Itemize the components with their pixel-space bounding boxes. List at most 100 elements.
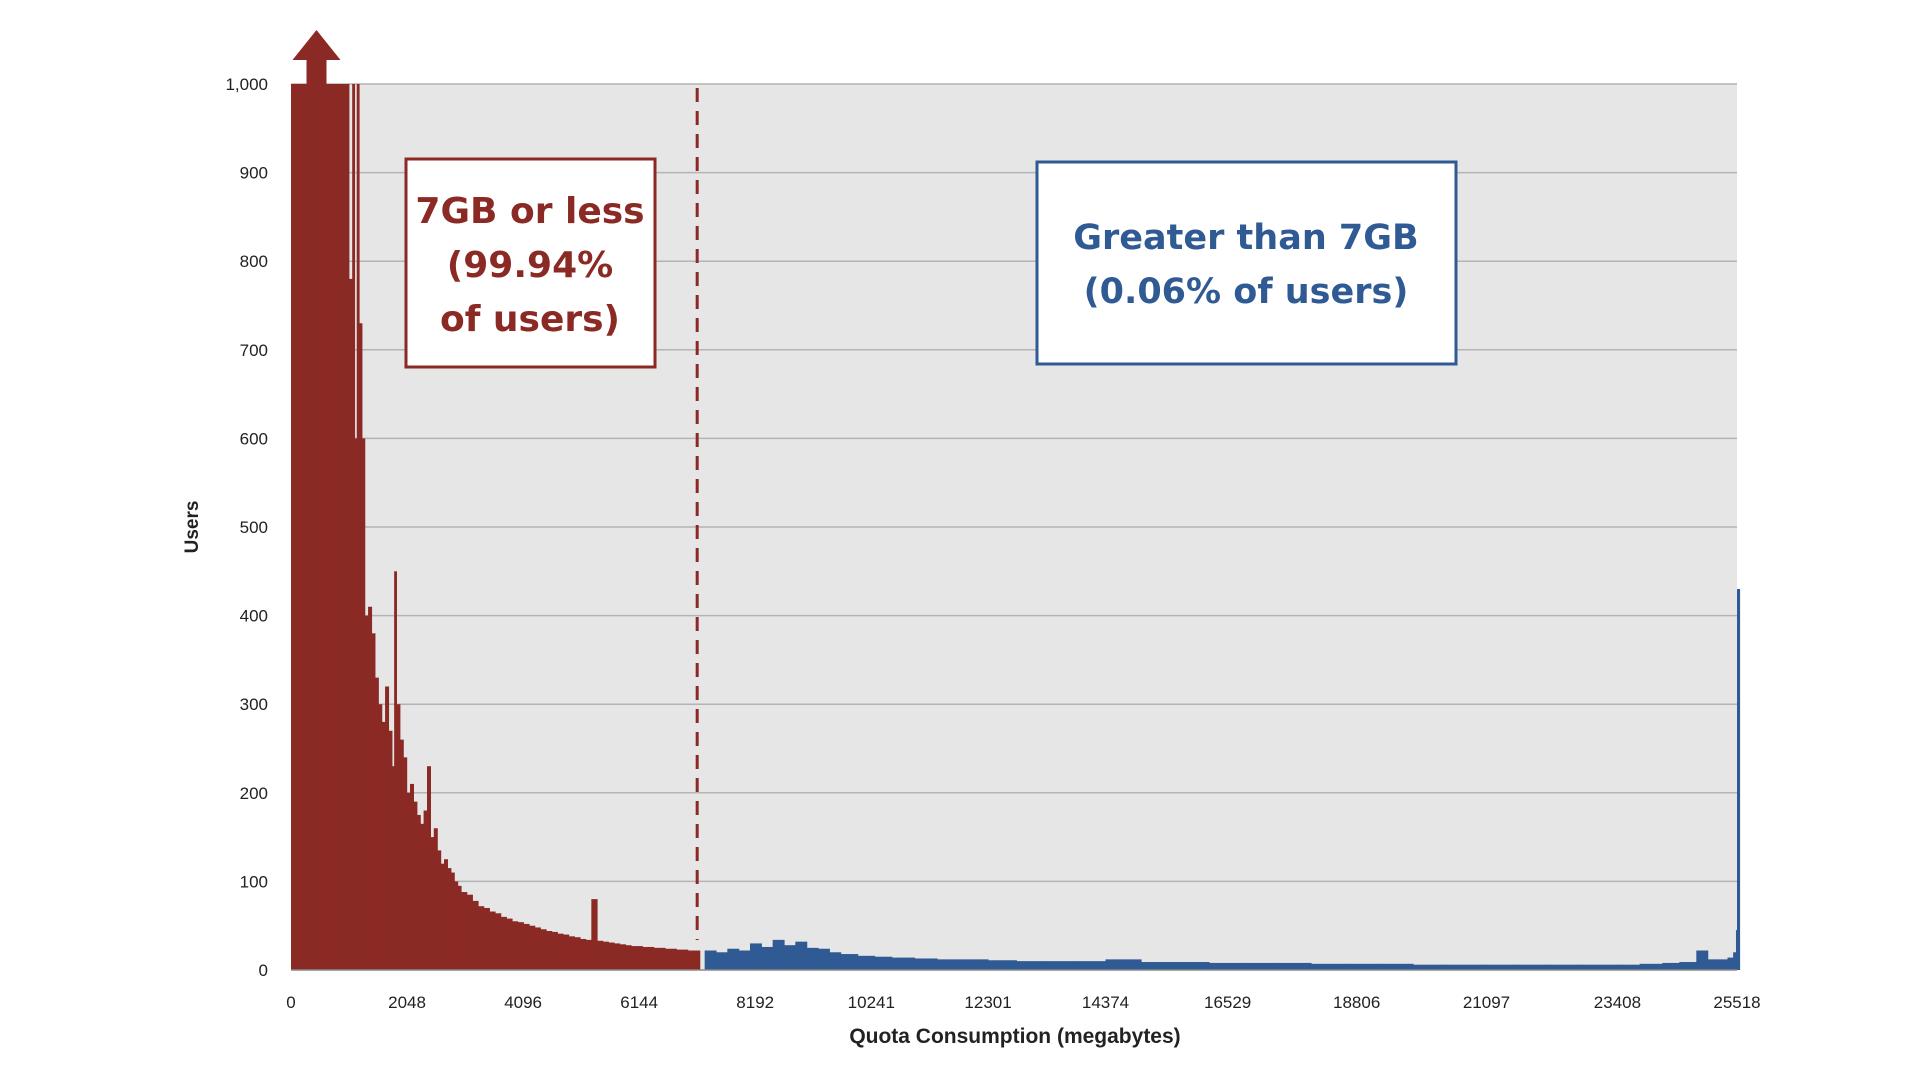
histogram-bar (761, 946, 774, 970)
histogram-bar (494, 913, 502, 970)
histogram-bar (1718, 959, 1729, 970)
annotation-low-usage-line-2: (99.94% (447, 245, 613, 286)
histogram-bar (528, 925, 536, 970)
histogram-bar (364, 615, 369, 970)
x-tick-labels: 0 2048 4096 6144 8192 10241 12301 14374 16529 188… (286, 993, 1760, 1012)
histogram-bar (1310, 963, 1346, 970)
histogram-bar (568, 936, 575, 970)
histogram-bar (352, 84, 356, 970)
histogram-bar (483, 907, 490, 970)
histogram-bar (1242, 962, 1278, 970)
overflow-arrow-icon (292, 30, 341, 84)
histogram-bar (608, 942, 615, 970)
x-tick-label: 23408 (1594, 993, 1641, 1012)
y-tick-label: 0 (259, 961, 268, 980)
y-tick-label: 700 (240, 341, 268, 360)
histogram-bar (840, 954, 859, 970)
histogram-bar (1016, 961, 1046, 970)
y-tick-label: 900 (240, 164, 268, 183)
y-tick-label: 800 (240, 252, 268, 271)
x-tick-label: 16529 (1204, 993, 1251, 1012)
histogram-bar (857, 955, 876, 970)
histogram-bar (545, 931, 553, 970)
y-tick-label: 300 (240, 695, 268, 714)
histogram-bar (297, 84, 306, 970)
histogram-bar (304, 84, 312, 970)
x-tick-label: 0 (286, 993, 295, 1012)
histogram-bar (727, 948, 740, 970)
histogram-bar (433, 828, 438, 970)
annotation-low-usage-line-1: 7GB or less (415, 191, 644, 232)
histogram-bar (585, 939, 592, 970)
histogram-bar (1072, 961, 1107, 970)
histogram-bar (391, 766, 395, 970)
histogram-bar (534, 927, 541, 970)
x-tick-label: 6144 (620, 993, 658, 1012)
histogram-bar (291, 84, 299, 970)
histogram-bar (562, 934, 570, 970)
histogram-bar (1412, 964, 1448, 970)
y-tick-labels: 0 100 200 300 400 500 600 700 800 900 1,000 (225, 75, 268, 980)
histogram-bar (664, 948, 677, 970)
histogram-bar (1514, 964, 1550, 970)
histogram-bar (406, 792, 411, 970)
y-tick-label: 600 (240, 429, 268, 448)
x-tick-label: 2048 (388, 993, 426, 1012)
y-tick-label: 400 (240, 607, 268, 626)
histogram-bar (416, 814, 421, 970)
histogram-bar (1616, 964, 1641, 970)
annotation-low-usage-line-3: of users) (440, 299, 620, 340)
histogram-bar (374, 677, 379, 970)
histogram-bar (381, 721, 386, 970)
histogram-bar (772, 939, 785, 970)
histogram-bar (783, 945, 796, 970)
histogram-bar (795, 941, 808, 970)
x-tick-label: 21097 (1463, 993, 1510, 1012)
histogram-bar (1548, 964, 1584, 970)
histogram-bar (1727, 957, 1734, 970)
histogram-bar (749, 943, 762, 970)
histogram-bar (642, 946, 655, 970)
histogram-bar (466, 894, 473, 970)
x-tick-label: 4096 (504, 993, 542, 1012)
histogram-bar (472, 900, 479, 970)
histogram-bar (500, 916, 507, 970)
y-tick-label: 100 (240, 872, 268, 891)
histogram-bar (368, 606, 373, 970)
histogram-bar (1733, 952, 1737, 970)
histogram-bar (715, 952, 728, 970)
annotation-low-usage: 7GB or less (99.94% of users) (404, 157, 657, 369)
histogram-bar (403, 757, 408, 970)
y-tick-label: 500 (240, 518, 268, 537)
annotation-low-usage-box (404, 157, 657, 369)
histogram-bar (1582, 964, 1618, 970)
annotation-high-usage: Greater than 7GB (0.06% of users) (1035, 160, 1458, 366)
histogram-bar (829, 952, 842, 970)
histogram-bar (1696, 950, 1709, 970)
histogram-bar (630, 946, 643, 970)
histogram-bar (1446, 964, 1482, 970)
histogram-bar (371, 633, 376, 970)
histogram-bar (1140, 962, 1176, 970)
histogram-bar (388, 730, 393, 970)
y-tick-label: 200 (240, 784, 268, 803)
histogram-bar (460, 892, 468, 970)
histogram-bar (1378, 963, 1414, 970)
histogram-bar (591, 899, 598, 970)
histogram-bar (477, 906, 485, 970)
histogram-bar (987, 960, 1017, 970)
histogram-bar (356, 84, 360, 970)
y-axis-label: Users (182, 501, 203, 554)
y-tick-label: 1,000 (225, 75, 268, 94)
histogram-bar (396, 704, 401, 970)
histogram-bar (318, 84, 326, 970)
histogram-bar (450, 872, 455, 970)
histogram-bar (1639, 963, 1663, 970)
histogram-bar (1480, 964, 1516, 970)
histogram-bar (653, 947, 666, 970)
x-tick-label: 10241 (848, 993, 895, 1012)
histogram-bar (413, 801, 418, 970)
histogram-bar (625, 945, 632, 970)
histogram-bar (385, 686, 390, 970)
